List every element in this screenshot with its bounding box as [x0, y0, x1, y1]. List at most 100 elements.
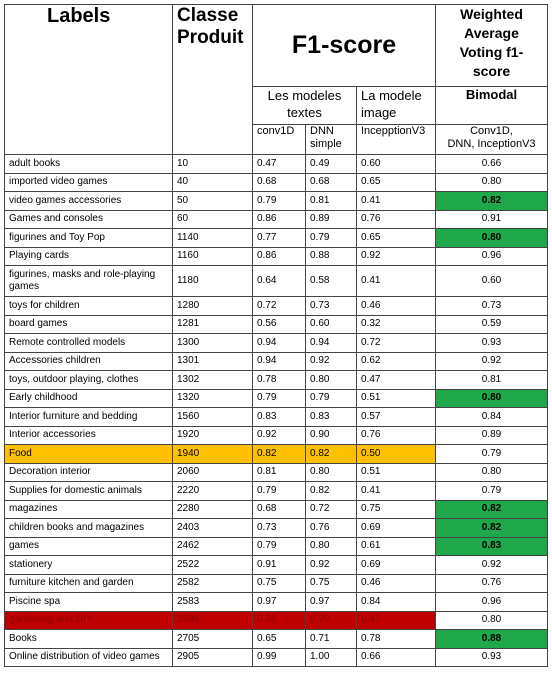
- table-row: Supplies for domestic animals 2220 0.79 0.8…: [4, 481, 549, 501]
- classe-cell: 1920: [172, 425, 253, 445]
- label-cell: Games and consoles: [4, 209, 173, 229]
- inception-cell: 0.61: [355, 536, 437, 556]
- vote-cell: 0.83: [435, 536, 549, 556]
- vote-cell: 0.88: [435, 629, 549, 649]
- table-row: Playing cards 1160 0.86 0.88 0.92 0.96: [4, 246, 549, 266]
- vote-cell: 0.80: [435, 610, 549, 630]
- vote-cell: 0.81: [435, 370, 549, 390]
- conv1d-cell: 0.68: [252, 499, 306, 519]
- conv1d-cell: 0.47: [252, 154, 306, 174]
- inception-cell: 0.41: [355, 481, 437, 501]
- weighted-voting-header: Weighted Average Voting f1- score: [435, 4, 549, 87]
- conv1d-cell: 0.91: [252, 555, 306, 575]
- conv1d-cell: 0.86: [252, 209, 306, 229]
- vote-cell: 0.73: [435, 296, 549, 316]
- vote-cell: 0.80: [435, 462, 549, 482]
- inception-cell: 0.84: [355, 592, 437, 612]
- conv1d-cell: 0.79: [252, 481, 306, 501]
- table-row: figurines, masks and role-playing games 1…: [4, 265, 549, 297]
- inception-header: IncepptionV3: [355, 124, 437, 155]
- classe-cell: 1280: [172, 296, 253, 316]
- classe-cell: 2905: [172, 647, 253, 667]
- inception-cell: 0.72: [355, 333, 437, 353]
- dnn-cell: 0.80: [305, 462, 357, 482]
- label-cell: Supplies for domestic animals: [4, 481, 173, 501]
- conv1d-cell: 0.56: [252, 314, 306, 334]
- classe-cell: 2522: [172, 555, 253, 575]
- inception-cell: 0.92: [355, 246, 437, 266]
- label-cell: Interior accessories: [4, 425, 173, 445]
- label-cell: Food: [4, 444, 173, 464]
- f1-score-header: F1-score: [251, 4, 437, 87]
- vote-cell: 0.80: [435, 388, 549, 408]
- table-row: Interior accessories 1920 0.92 0.90 0.76 0.89: [4, 425, 549, 445]
- vote-cell: 0.93: [435, 647, 549, 667]
- table-row: children books and magazines 2403 0.73 0.76…: [4, 518, 549, 538]
- inception-cell: 0.75: [355, 499, 437, 519]
- header-row-3: conv1D DNN simple IncepptionV3 Conv1D, DNN…: [5, 124, 549, 155]
- vote-cell: 0.79: [435, 444, 549, 464]
- table-row: Games and consoles 60 0.86 0.89 0.76 0.91: [4, 209, 549, 229]
- inception-cell: 0.51: [355, 462, 437, 482]
- conv1d-cell: 0.81: [252, 462, 306, 482]
- dnn-simple-header: DNN simple: [305, 124, 357, 155]
- table-row: figurines and Toy Pop 1140 0.77 0.79 0.65 0.8…: [4, 228, 549, 248]
- conv1d-cell: 0.79: [252, 191, 306, 211]
- dnn-cell: 0.72: [305, 499, 357, 519]
- dnn-cell: 0.68: [305, 172, 357, 192]
- table-row: Books 2705 0.65 0.71 0.78 0.88: [4, 629, 549, 649]
- classe-cell: 1940: [172, 444, 253, 464]
- table-row: games 2462 0.79 0.80 0.61 0.83: [4, 536, 549, 556]
- classe-cell: 2280: [172, 499, 253, 519]
- dnn-cell: 0.75: [305, 573, 357, 593]
- dnn-cell: 0.94: [305, 333, 357, 353]
- conv1d-cell: 0.78: [252, 610, 306, 630]
- conv1d-cell: 0.68: [252, 172, 306, 192]
- dnn-cell: 0.58: [305, 265, 357, 297]
- dnn-cell: 0.88: [305, 246, 357, 266]
- dnn-cell: 0.92: [305, 555, 357, 575]
- inception-cell: 0.66: [355, 647, 437, 667]
- vote-cell: 0.96: [435, 246, 549, 266]
- inception-cell: 0.46: [355, 296, 437, 316]
- table-row: Interior furniture and bedding 1560 0.83 0.…: [4, 407, 549, 427]
- classe-cell: 2583: [172, 592, 253, 612]
- classe-cell: 10: [172, 154, 253, 174]
- conv1d-cell: 0.92: [252, 425, 306, 445]
- classe-cell: 2060: [172, 462, 253, 482]
- conv1d-cell: 0.86: [252, 246, 306, 266]
- vote-cell: 0.92: [435, 351, 549, 371]
- label-cell: Playing cards: [4, 246, 173, 266]
- label-cell: Early childhood: [4, 388, 173, 408]
- inception-cell: 0.62: [355, 351, 437, 371]
- table-row: Remote controlled models 1300 0.94 0.94 0.72…: [4, 333, 549, 353]
- label-cell: stationery: [4, 555, 173, 575]
- label-cell: video games accessories: [4, 191, 173, 211]
- classe-cell: 1301: [172, 351, 253, 371]
- dnn-cell: 0.73: [305, 296, 357, 316]
- vote-cell: 0.79: [435, 481, 549, 501]
- classe-cell: 1302: [172, 370, 253, 390]
- dnn-cell: 0.79: [305, 228, 357, 248]
- dnn-cell: 0.81: [305, 191, 357, 211]
- classe-cell: 2462: [172, 536, 253, 556]
- conv1d-cell: 0.65: [252, 629, 306, 649]
- image-model-header: La modele image: [355, 86, 437, 125]
- labels-header: Labels: [4, 4, 173, 155]
- conv1d-header: conv1D: [252, 124, 306, 155]
- text-models-header: Les modeles textes: [252, 86, 357, 125]
- label-cell: Books: [4, 629, 173, 649]
- conv1d-cell: 0.77: [252, 228, 306, 248]
- dnn-cell: 0.76: [305, 518, 357, 538]
- dnn-cell: 0.79: [305, 610, 357, 630]
- conv1d-cell: 0.72: [252, 296, 306, 316]
- vote-models-header: Conv1D, DNN, InceptionV3: [435, 124, 549, 155]
- conv1d-cell: 0.99: [252, 647, 306, 667]
- label-cell: imported video games: [4, 172, 173, 192]
- classe-produit-header: Classe Produit: [172, 4, 253, 155]
- dnn-cell: 0.80: [305, 536, 357, 556]
- table-row: Accessories children 1301 0.94 0.92 0.62 0.92: [4, 351, 549, 371]
- classe-cell: 1160: [172, 246, 253, 266]
- conv1d-cell: 0.79: [252, 536, 306, 556]
- table-row: Online distribution of video games 2905 0.…: [4, 647, 549, 667]
